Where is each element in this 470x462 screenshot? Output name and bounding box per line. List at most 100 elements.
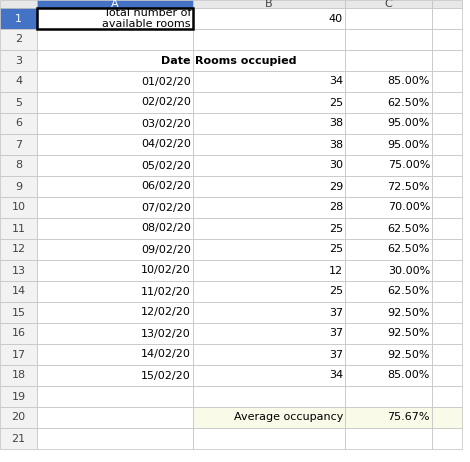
Bar (345, 344, 432, 365)
Bar (432, 302, 462, 323)
Text: Total number of
available rooms: Total number of available rooms (102, 8, 191, 29)
Bar (193, 155, 345, 176)
Bar (345, 8, 432, 29)
Text: 06/02/20: 06/02/20 (141, 182, 191, 192)
Bar (37, 260, 193, 281)
Bar (193, 281, 345, 302)
Text: 38: 38 (329, 140, 343, 150)
Bar (345, 218, 432, 239)
Bar (345, 281, 432, 302)
Bar (345, 0, 432, 8)
Bar (432, 50, 462, 71)
Bar (193, 386, 345, 407)
Bar (37, 197, 193, 218)
Bar (37, 302, 193, 323)
Text: 09/02/20: 09/02/20 (141, 244, 191, 255)
Bar (432, 8, 462, 29)
Text: Rooms occupied: Rooms occupied (195, 55, 297, 66)
Text: 3: 3 (15, 55, 22, 66)
Bar (0, 428, 37, 449)
Bar (0, 365, 37, 386)
Bar (432, 407, 462, 428)
Bar (193, 71, 345, 92)
Text: 34: 34 (329, 371, 343, 381)
Text: 95.00%: 95.00% (388, 118, 430, 128)
Text: 10/02/20: 10/02/20 (141, 266, 191, 275)
Text: 8: 8 (15, 160, 22, 170)
Text: 6: 6 (15, 118, 22, 128)
Text: C: C (384, 0, 392, 9)
Bar (0, 239, 37, 260)
Bar (345, 323, 432, 344)
Bar (37, 92, 193, 113)
Bar (37, 155, 193, 176)
Text: 12: 12 (11, 244, 25, 255)
Text: 13/02/20: 13/02/20 (141, 328, 191, 339)
Bar (0, 281, 37, 302)
Bar (193, 302, 345, 323)
Text: Average occupancy: Average occupancy (234, 413, 343, 423)
Text: 92.50%: 92.50% (387, 349, 430, 359)
Bar (432, 344, 462, 365)
Bar (432, 197, 462, 218)
Text: Date: Date (162, 55, 191, 66)
Bar (432, 71, 462, 92)
Bar (432, 92, 462, 113)
Bar (0, 8, 37, 29)
Bar (345, 50, 432, 71)
Bar (37, 323, 193, 344)
Bar (0, 407, 37, 428)
Bar (345, 407, 432, 428)
Bar (432, 29, 462, 50)
Bar (37, 407, 193, 428)
Text: 30: 30 (329, 160, 343, 170)
Bar (345, 197, 432, 218)
Bar (0, 260, 37, 281)
Bar (0, 176, 37, 197)
Bar (193, 92, 345, 113)
Text: 25: 25 (329, 286, 343, 297)
Bar (0, 302, 37, 323)
Bar (345, 260, 432, 281)
Text: 01/02/20: 01/02/20 (141, 77, 191, 86)
Text: 10: 10 (11, 202, 25, 213)
Text: 85.00%: 85.00% (388, 371, 430, 381)
Text: 15: 15 (11, 308, 25, 317)
Bar (37, 239, 193, 260)
Bar (37, 344, 193, 365)
Text: 04/02/20: 04/02/20 (141, 140, 191, 150)
Text: 40: 40 (329, 13, 343, 24)
Bar (37, 0, 193, 8)
Bar (193, 407, 345, 428)
Text: 02/02/20: 02/02/20 (141, 97, 191, 108)
Text: 12/02/20: 12/02/20 (141, 308, 191, 317)
Text: 19: 19 (11, 391, 25, 401)
Text: 62.50%: 62.50% (388, 224, 430, 233)
Bar (0, 29, 37, 50)
Text: 05/02/20: 05/02/20 (141, 160, 191, 170)
Text: 72.50%: 72.50% (387, 182, 430, 192)
Text: 92.50%: 92.50% (387, 308, 430, 317)
Text: 5: 5 (15, 97, 22, 108)
Bar (432, 386, 462, 407)
Text: 25: 25 (329, 224, 343, 233)
Bar (432, 428, 462, 449)
Bar (0, 71, 37, 92)
Bar (37, 176, 193, 197)
Text: 85.00%: 85.00% (388, 77, 430, 86)
Bar (345, 113, 432, 134)
Bar (345, 365, 432, 386)
Bar (0, 386, 37, 407)
Bar (0, 218, 37, 239)
Text: 25: 25 (329, 244, 343, 255)
Bar (193, 113, 345, 134)
Bar (345, 428, 432, 449)
Bar (193, 176, 345, 197)
Bar (193, 428, 345, 449)
Bar (345, 386, 432, 407)
Text: 29: 29 (329, 182, 343, 192)
Bar (193, 239, 345, 260)
Text: 4: 4 (15, 77, 22, 86)
Text: 7: 7 (15, 140, 22, 150)
Text: 11: 11 (11, 224, 25, 233)
